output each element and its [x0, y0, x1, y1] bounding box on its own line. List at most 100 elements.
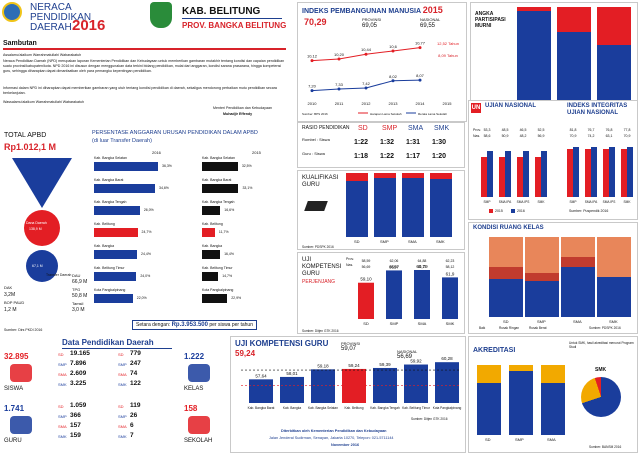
ukg-bar: [342, 368, 366, 403]
un-bar-2016: [505, 151, 511, 197]
ipm-point-rata: [364, 86, 368, 90]
ukg-small-source: Sumber: Ditjen GTK 2016: [302, 329, 339, 333]
header-title-3: DAERAH: [30, 22, 72, 33]
header-title-2: PENDIDIKAN: [30, 12, 92, 23]
data-pd-grid: 32.895 SISWA SD 19.165 SMP 7.896 SMA 2.609 S…: [2, 350, 228, 450]
ukg-nas-label: NASIONAL: [397, 349, 418, 354]
anggaran-right-value: 14,7%: [222, 274, 233, 278]
sekolah-jenjang: SD: [118, 404, 124, 409]
guru-total: 1.741: [4, 404, 25, 413]
rasio-r2-sd: 1:18: [354, 153, 369, 160]
akreditasi-bar-sma: [541, 365, 565, 435]
ukg-title: UJI KOMPETENSI GURU: [235, 339, 329, 348]
ipm-year: 2015: [422, 5, 443, 15]
ukg-category: Kab. Bangka Selatan: [308, 406, 338, 410]
footer-line3: November 2016: [331, 443, 360, 447]
guru-jenjang: SMK: [58, 434, 67, 439]
apbd-transfer-value: 67,1 M: [32, 264, 43, 268]
header: NERACA PENDIDIKAN DAERAH 2016 KAB. BELIT…: [0, 0, 470, 40]
ipm-point-harapan: [391, 49, 395, 53]
guru-jenjang: SMP: [58, 414, 67, 419]
siswa-jenjang: SD: [58, 352, 64, 357]
bop-label: BOP PAUD: [4, 300, 25, 305]
ukg-bar: [435, 362, 459, 403]
sekolah-value: 26: [130, 412, 138, 419]
ukg-small-prov-label: Prov.: [346, 257, 354, 261]
anggaran-title: PERSENTASE ANGGARAN URUSAN PENDIDIKAN DA…: [92, 130, 258, 136]
rasio-title: RASIO PENDIDIKAN: [302, 125, 350, 131]
un-integrity-title: INDEKS INTEGRITAS UJIAN NASIONAL: [567, 103, 628, 116]
kelas-value: 74: [130, 370, 138, 377]
un-logo: UN: [471, 103, 481, 113]
un-panel: UN UJIAN NASIONAL INDEKS INTEGRITAS UJIA…: [468, 100, 638, 220]
siswa-label: SISWA: [4, 386, 24, 392]
ukg-small-chart: 58,59 62,06 64,88 62,23 56,69 58,69 62,72 58,12…: [358, 259, 458, 326]
rasio-row1-label: Rombel : Siswa: [302, 137, 330, 142]
siswa-value: 7.896: [70, 360, 87, 367]
ukg-bar-label: 57,64: [255, 373, 267, 378]
un-integrity-bar-2015: [621, 149, 627, 197]
students-icon: [10, 364, 32, 382]
anggaran-right-bar: [202, 206, 221, 215]
guru-value: 1.059: [70, 402, 87, 409]
ukg-small-category: SMK: [446, 321, 455, 326]
sambutan-paragraph-1: Neraca Pendidikan Daerah (NPD) merupakan…: [3, 59, 285, 73]
ruang-source: Sumber: PDSPK 2016: [589, 326, 621, 330]
ipm-year-tick: 2011: [335, 101, 344, 106]
anggaran-right-value: 33,1%: [242, 186, 253, 190]
siswa-value: 19.165: [70, 350, 90, 357]
sekolah-label: SEKOLAH: [184, 438, 213, 444]
ukg-small-title-3: GURU: [302, 271, 320, 277]
anggaran-left-bar: [94, 272, 137, 281]
anggaran-right-value: 16,6%: [224, 208, 235, 212]
kelas-value: 122: [130, 380, 141, 387]
kemendikbud-logo: [2, 2, 22, 22]
kualifikasi-cat-sma: SMA: [408, 239, 417, 244]
apbd-triangle: [12, 158, 72, 208]
ukg-small-prov-value: 62,06: [390, 259, 399, 263]
sekolah-jenjang: SMK: [118, 434, 127, 439]
akreditasi-smk-pie: [581, 377, 621, 417]
ukg-small-prov-value: 64,88: [418, 259, 427, 263]
ipm-point-rata: [337, 87, 341, 91]
ukg-bar-label: 59,24: [348, 363, 360, 368]
anggaran-right-bar: [202, 162, 238, 171]
ukg-source: Sumber: Ditjen GTK 2016: [411, 417, 448, 421]
anggaran-left-value: 26,0%: [143, 208, 154, 212]
kualifikasi-panel: KUALIFIKASI GURU SD SMP SMA SMK Sumber: …: [297, 170, 465, 250]
anggaran-left-name: Kab. Belitung: [94, 222, 115, 226]
anggaran-left-value: 34,6%: [159, 186, 169, 190]
school-icon: [188, 416, 210, 434]
footer-line1: Diterbitkan oleh Kementerian Pendidikan …: [281, 429, 387, 433]
ruang-legend-ringan: Rusak Ringan: [499, 326, 520, 330]
un-category: SMA IPS: [517, 200, 530, 204]
ipm-legend-rata: Rerata Lama Sekolah: [418, 112, 447, 116]
akreditasi-title: AKREDITASI: [473, 347, 516, 354]
ruang-title: KONDISI RUANG KELAS: [473, 225, 544, 231]
apbd-value: Rp1.012,1 M: [4, 142, 57, 152]
un-integrity-bar-2016: [609, 147, 615, 197]
un-bar-2015: [499, 157, 505, 197]
ruang-legend-berat: Rusak Berat: [529, 326, 547, 330]
ipm-point-harapan: [364, 52, 368, 56]
siswa-jenjang: SMP: [58, 362, 67, 367]
data-pd-title: Data Pendidikan Daerah: [62, 338, 154, 347]
anggaran-left-value: 24,0%: [140, 274, 151, 278]
ruang-panel: KONDISI RUANG KELAS SD SMP SMA SMK Baik …: [468, 222, 638, 334]
ipm-source: Sumber: BPS 2016: [302, 112, 328, 116]
ipm-legend-harapan: Harapan Lama Sekolah: [370, 112, 402, 116]
ipm-year-tick: 2015: [443, 101, 453, 106]
apbd-transfer-label: Transfer Daerah: [46, 273, 72, 277]
rasio-r1-sd: 1:22: [354, 139, 369, 146]
anggaran-left-name: Kab. Bangka Selatan: [94, 156, 127, 160]
ukg-local-value: 59,24: [235, 349, 256, 358]
kelas-value: 779: [130, 350, 141, 357]
anggaran-footer: Setara dengan: Rp.3.953.500 per siswa pe…: [132, 320, 257, 330]
siswa-jenjang: SMA: [58, 372, 67, 377]
ipm-year-tick: 2012: [362, 101, 372, 106]
ukg-small-prov-value: 58,59: [362, 259, 371, 263]
guru-value: 159: [70, 432, 81, 439]
rasio-panel: RASIO PENDIDIKAN SD SMP SMA SMK Rombel :…: [297, 122, 465, 168]
anggaran-left-name: Kota Pangkalpinang: [94, 288, 126, 292]
tpg-value: 50,8 M: [72, 293, 88, 299]
